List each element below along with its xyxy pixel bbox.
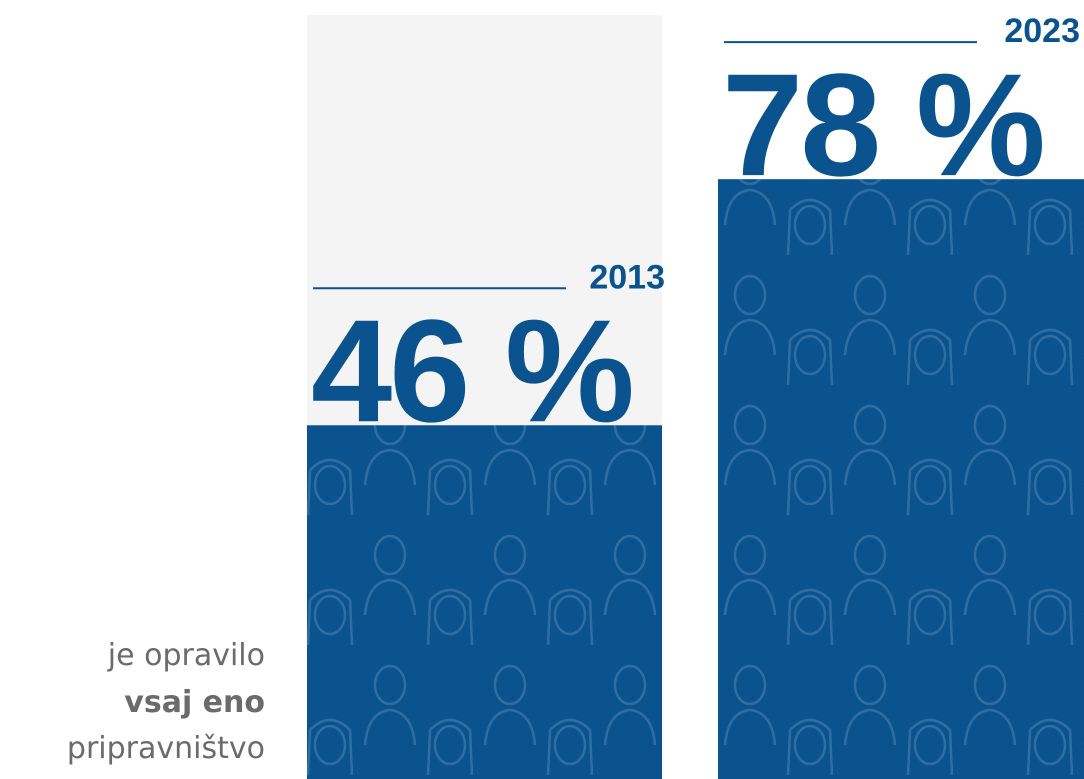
caption-line: je opravilo	[107, 638, 265, 673]
caption-line: vsaj eno	[124, 685, 265, 720]
category-label: 2023	[1004, 12, 1080, 50]
bar	[307, 425, 662, 779]
category-label: 2013	[589, 258, 665, 296]
value-label: 78 %	[722, 43, 1043, 206]
value-label: 46 %	[311, 289, 632, 452]
caption-line: pripravništvo	[67, 731, 265, 766]
bar	[718, 179, 1084, 779]
